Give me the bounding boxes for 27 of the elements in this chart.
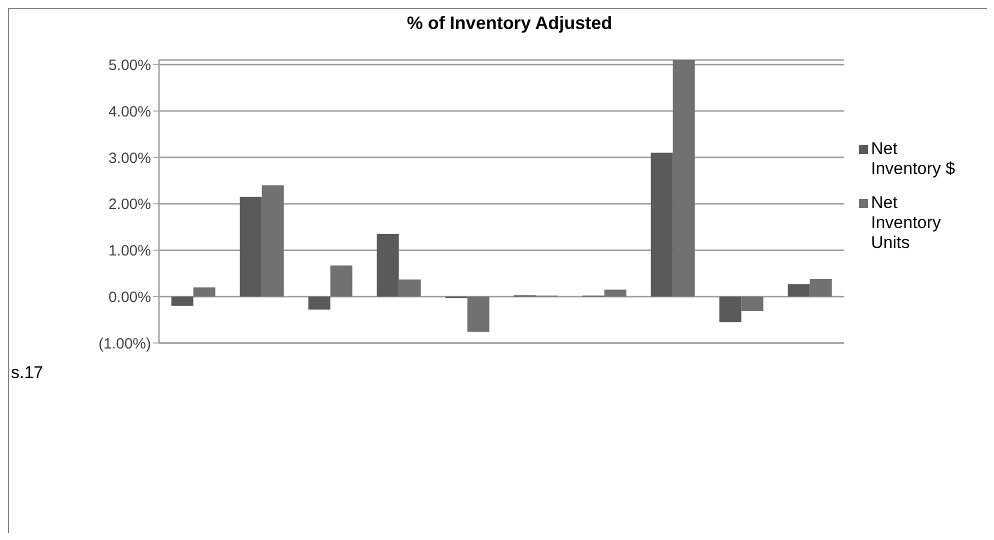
bar xyxy=(467,296,490,332)
bar xyxy=(604,290,626,297)
y-tick-label: 2.00% xyxy=(108,196,151,214)
bar xyxy=(741,296,764,311)
y-tick-label: 1.00% xyxy=(108,242,151,260)
y-tick-label: 0.00% xyxy=(108,288,151,306)
bar xyxy=(193,287,216,297)
bar xyxy=(810,278,832,297)
bar xyxy=(672,60,695,297)
bar xyxy=(171,296,194,306)
legend-label: Net Inventory $ xyxy=(871,139,956,179)
bar xyxy=(398,279,421,297)
y-tick-label: 5.00% xyxy=(108,56,151,74)
chart-title: % of Inventory Adjusted xyxy=(406,13,614,34)
bar xyxy=(376,234,399,297)
bar xyxy=(330,266,352,297)
bar xyxy=(240,196,262,297)
bar xyxy=(650,152,673,297)
text: s.17 xyxy=(11,363,44,383)
y-tick-label: 4.00% xyxy=(108,103,151,120)
legend-label: Net Inventory Units xyxy=(871,193,942,253)
bar xyxy=(308,296,330,310)
y-tick-label: 3.00% xyxy=(108,150,151,167)
bar xyxy=(719,296,742,322)
y-tick-label: (1.00%) xyxy=(98,335,151,352)
bar xyxy=(262,185,284,297)
bar xyxy=(788,284,810,297)
